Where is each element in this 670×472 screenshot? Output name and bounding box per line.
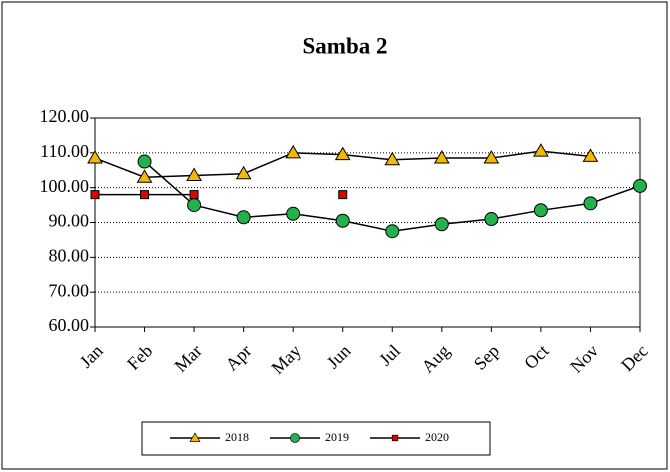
marker (483, 150, 500, 164)
plot-border (94, 117, 641, 328)
legend-marker (290, 433, 300, 443)
marker (335, 213, 350, 228)
marker (384, 151, 401, 166)
marker (189, 190, 199, 200)
marker (286, 206, 301, 221)
chart-title: Samba 2 (303, 33, 388, 58)
marker (533, 203, 548, 218)
y-tick-label: 100.00 (40, 176, 90, 196)
marker (87, 150, 103, 164)
marker (187, 198, 202, 213)
y-tick-label: 80.00 (49, 245, 90, 265)
marker (137, 154, 152, 169)
marker (433, 150, 450, 164)
marker (140, 190, 150, 200)
marker (334, 146, 351, 161)
legend-label: 2020 (425, 430, 449, 444)
marker (136, 169, 153, 183)
marker (583, 196, 598, 211)
marker (633, 178, 647, 193)
marker (90, 190, 100, 200)
y-tick-label: 60.00 (49, 315, 90, 335)
marker (338, 190, 348, 200)
marker (582, 148, 599, 162)
marker (285, 144, 302, 159)
marker (533, 143, 549, 157)
marker (385, 224, 400, 239)
marker (434, 217, 449, 232)
legend-marker (391, 434, 399, 442)
y-tick-label: 110.00 (40, 141, 89, 161)
marker (484, 212, 499, 227)
y-tick-label: 120.00 (40, 106, 90, 126)
y-tick-label: 70.00 (49, 280, 90, 300)
marker (186, 167, 202, 181)
legend-label: 2019 (325, 430, 349, 444)
legend-label: 2018 (225, 430, 249, 444)
marker (235, 165, 252, 180)
legend-marker (189, 432, 201, 442)
marker (236, 210, 251, 225)
y-tick-label: 90.00 (49, 211, 90, 231)
